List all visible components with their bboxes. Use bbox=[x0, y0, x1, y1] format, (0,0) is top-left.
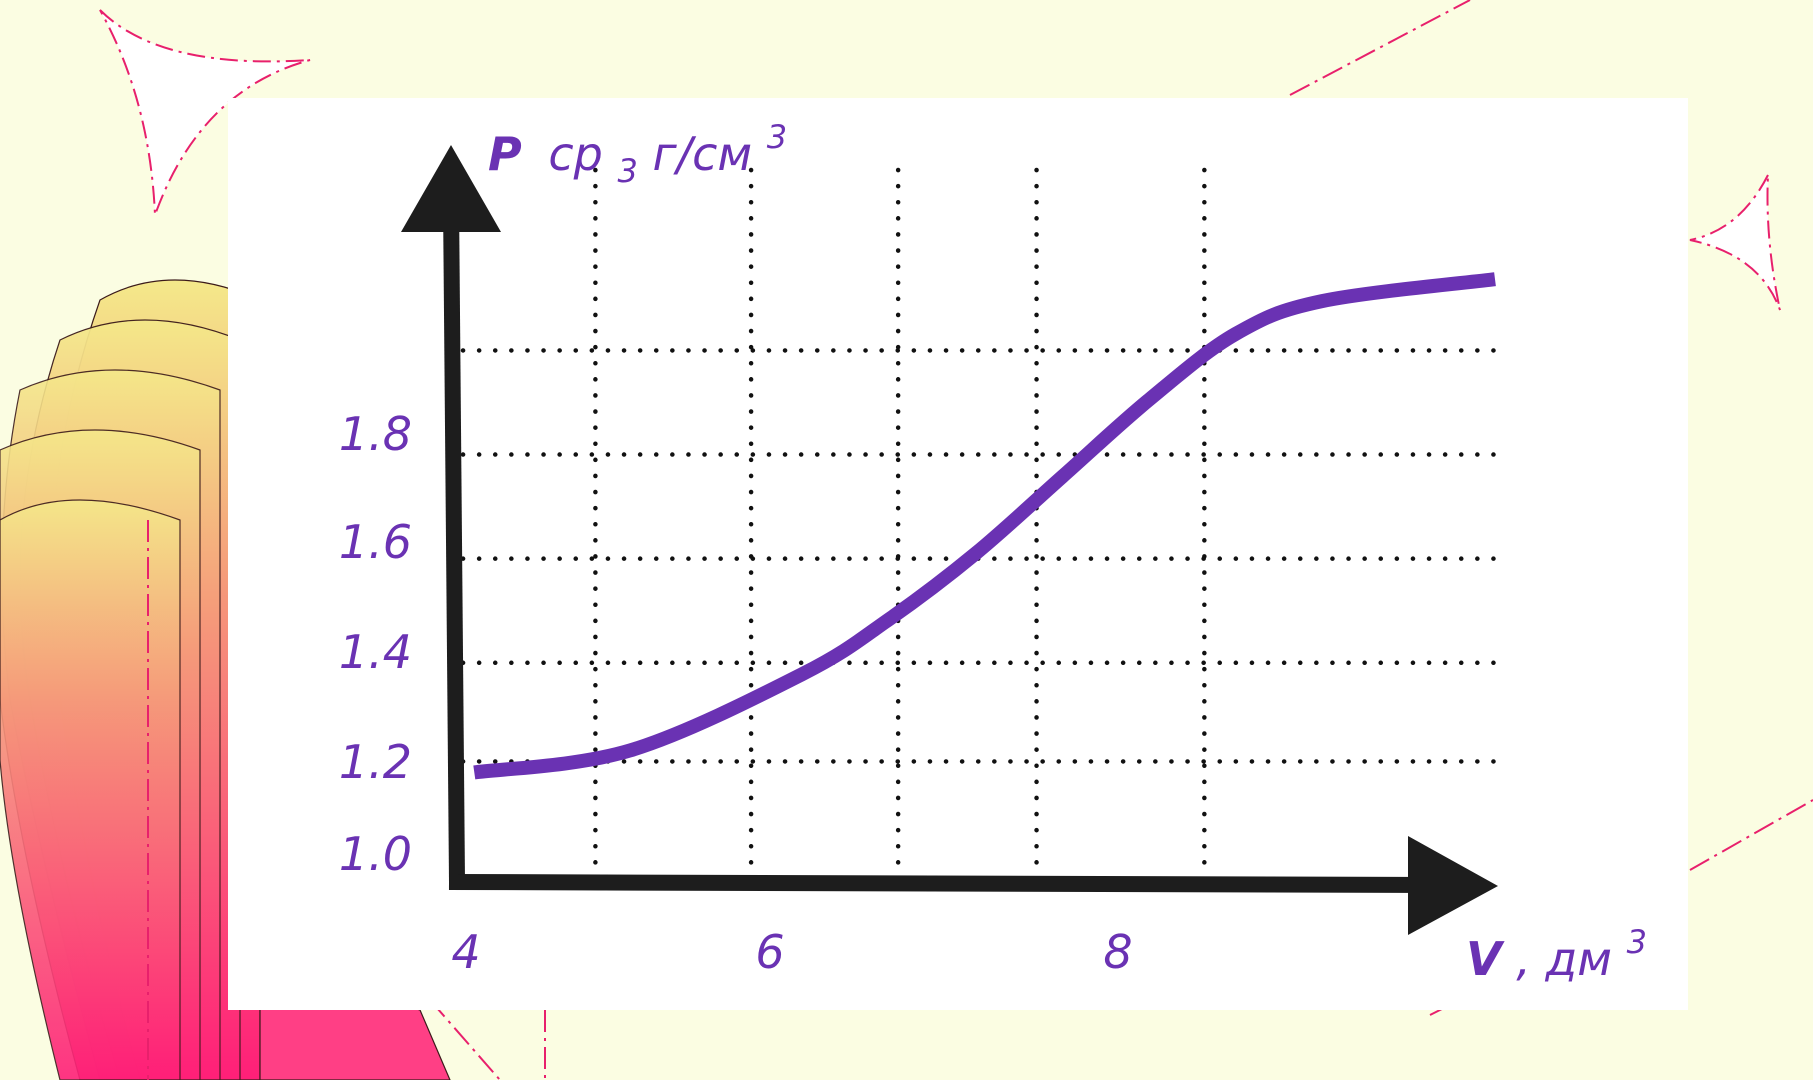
y-axis-title: P ср 3 г/см 3 bbox=[488, 118, 787, 193]
y-tick-label: 1.0 bbox=[339, 827, 412, 881]
y-tick-label: 1.6 bbox=[339, 515, 412, 569]
y-axis-unit: г/см bbox=[652, 127, 752, 181]
decorative-lines bbox=[147, 0, 1813, 1080]
y-axis-subscript: 3 bbox=[617, 152, 637, 190]
star-shape-right bbox=[1689, 174, 1781, 311]
series-layer bbox=[473, 272, 1496, 780]
grid bbox=[460, 167, 1498, 875]
x-axis-line bbox=[448, 874, 1431, 893]
star-shape-top-left bbox=[99, 9, 311, 216]
y-axis-line bbox=[443, 199, 465, 883]
y-tick-label: 1.4 bbox=[339, 625, 412, 679]
x-tick-label: 4 bbox=[451, 925, 480, 979]
x-axis-unit: , дм bbox=[1516, 932, 1612, 986]
y-axis-subscript-prefix: ср bbox=[548, 127, 603, 181]
axes bbox=[401, 145, 1498, 935]
x-axis-title: V , дм 3 bbox=[1466, 923, 1647, 986]
y-axis-unit-power: 3 bbox=[767, 118, 787, 156]
x-axis-unit-power: 3 bbox=[1627, 923, 1647, 961]
y-tick-label: 1.2 bbox=[339, 735, 412, 789]
x-tick-label: 6 bbox=[755, 925, 784, 979]
y-tick-label: 1.8 bbox=[339, 407, 412, 461]
y-axis-symbol: P bbox=[488, 127, 522, 181]
wave-surface bbox=[0, 279, 451, 1080]
x-axis-arrow bbox=[1408, 836, 1498, 935]
x-tick-label: 8 bbox=[1103, 925, 1132, 979]
series-line-0 bbox=[473, 272, 1496, 780]
y-tick-labels: 1.0 1.2 1.4 1.6 1.8 bbox=[339, 407, 412, 881]
x-axis-symbol: V bbox=[1466, 932, 1505, 986]
y-axis-arrow bbox=[401, 145, 501, 232]
x-tick-labels: 4 6 8 bbox=[451, 925, 1132, 979]
